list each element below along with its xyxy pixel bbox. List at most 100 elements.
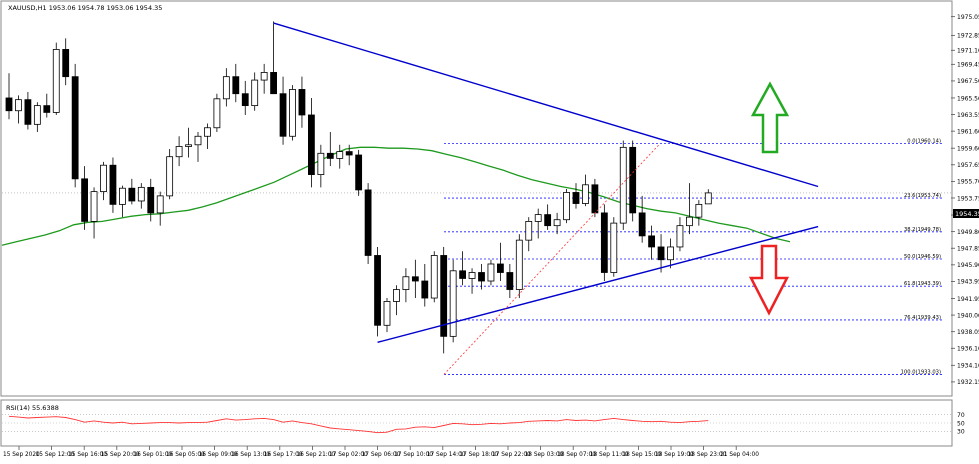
candle-body	[81, 178, 88, 222]
candle-body	[194, 135, 202, 146]
time-tick-label: 15 Sep 20:00	[101, 452, 140, 458]
price-tick-label: 1959.60	[957, 145, 979, 152]
candle-body	[667, 246, 674, 261]
candlesticks	[5, 21, 712, 354]
candle-body	[591, 184, 599, 214]
fib-level-label: 61.8(1943.39)	[904, 281, 941, 287]
trendlines	[273, 22, 819, 343]
candle-body	[109, 164, 117, 205]
candle-body	[166, 156, 174, 197]
candle-body	[364, 189, 372, 256]
rsi-header: RSI(14) 55.6388	[6, 404, 59, 412]
time-tick-label: 16 Sep 09:00	[199, 452, 238, 458]
price-axis: 1975.05 1972.85 1971.10 1969.45 1967.50 1965.…	[951, 14, 979, 386]
candle-body	[317, 152, 325, 175]
time-tick-label: 17 Sep 18:00	[459, 452, 498, 458]
candle-body	[71, 76, 79, 180]
candle-body	[676, 225, 684, 248]
candle-body	[298, 89, 306, 116]
candle-body	[355, 154, 363, 191]
price-tick-label: 1941.95	[957, 296, 979, 303]
candle-body	[657, 246, 665, 261]
rsi-line	[8, 415, 709, 434]
candle-body	[496, 263, 504, 273]
rsi-tick-label: 30	[957, 429, 965, 436]
rsi-polyline	[8, 415, 709, 434]
candle-body	[704, 192, 712, 205]
candle-body	[279, 93, 287, 137]
candle-body	[468, 272, 476, 279]
fib-anchor-diagonal	[443, 143, 661, 375]
fib-level-label: 76.4(1939.43)	[904, 315, 941, 321]
candle-body	[648, 235, 655, 248]
up-arrow-icon	[750, 81, 790, 154]
price-tick-label: 1953.75	[957, 195, 979, 202]
candle-body	[572, 192, 580, 204]
fib-level-label: 38.2(1949.78)	[904, 227, 941, 233]
candle-body	[525, 221, 533, 241]
rsi-tick-label: 70	[957, 412, 965, 419]
trendline	[273, 22, 819, 188]
trendline	[377, 225, 819, 343]
candle-body	[289, 89, 296, 137]
candle-body	[15, 99, 22, 112]
candle-body	[241, 93, 249, 107]
candle-body	[336, 151, 344, 159]
candle-body	[430, 255, 438, 299]
price-tick-label: 1965.50	[957, 95, 979, 102]
price-tick-label: 1969.45	[957, 62, 979, 69]
candle-body	[222, 76, 230, 100]
current-price-label: 1954.35	[955, 210, 979, 218]
candle-body	[600, 212, 608, 273]
candle-body	[260, 72, 268, 81]
time-tick-label: 17 Sep 14:00	[427, 452, 466, 458]
candle-body	[307, 114, 315, 175]
fib-level-label: 50.0(1946.59)	[904, 254, 941, 260]
price-tick-label: 1943.95	[957, 279, 979, 286]
price-tick-label: 1945.90	[957, 262, 979, 269]
candle-body	[33, 105, 41, 125]
down-arrow-icon	[748, 244, 790, 316]
candle-body	[440, 255, 448, 337]
candle-body	[374, 255, 381, 326]
candle-body	[383, 301, 391, 326]
candle-body	[204, 127, 211, 137]
candle-body	[52, 49, 60, 113]
fibonacci-levels: 0.0(1960.14) 23.6(1953.74) 38.2(1949.78) 50…	[2, 139, 951, 375]
price-tick-label: 1949.80	[957, 229, 979, 236]
candle-body	[421, 280, 429, 299]
candle-body	[478, 272, 485, 282]
fib-level-label: 100.0(1933.03)	[901, 369, 941, 375]
candle-body	[619, 146, 627, 224]
time-tick-label: 16 Sep 21:00	[296, 452, 335, 458]
time-tick-label: 17 Sep 06:00	[362, 452, 401, 458]
candle-body	[232, 76, 240, 95]
candle-body	[128, 187, 136, 202]
candle-body	[251, 79, 259, 107]
candle-body	[5, 97, 13, 112]
candle-body	[515, 239, 523, 290]
price-tick-label: 1967.50	[957, 78, 979, 85]
price-tick-label: 1936.10	[957, 346, 979, 353]
candle-body	[582, 184, 589, 204]
rsi-panel-frame	[0, 399, 953, 447]
time-tick-label: 18 Sep 07:00	[557, 452, 596, 458]
rsi-tick-label: 50	[957, 420, 965, 427]
candle-body	[487, 263, 495, 282]
candle-body	[345, 151, 353, 156]
price-tick-label: 1934.10	[957, 363, 979, 370]
time-tick-label: 21 Sep 04:00	[720, 452, 759, 458]
price-tick-label: 1957.65	[957, 162, 979, 169]
candle-body	[695, 203, 703, 218]
price-tick-label: 1972.85	[957, 33, 979, 40]
candle-body	[270, 72, 278, 95]
price-tick-label: 1940.00	[957, 312, 979, 319]
candle-body	[24, 99, 32, 125]
price-tick-label: 1955.70	[957, 179, 979, 186]
candle-body	[62, 49, 70, 78]
moving-average	[1, 146, 791, 246]
main-panel-frame	[0, 0, 953, 397]
fibonacci-anchor-line	[443, 143, 661, 375]
